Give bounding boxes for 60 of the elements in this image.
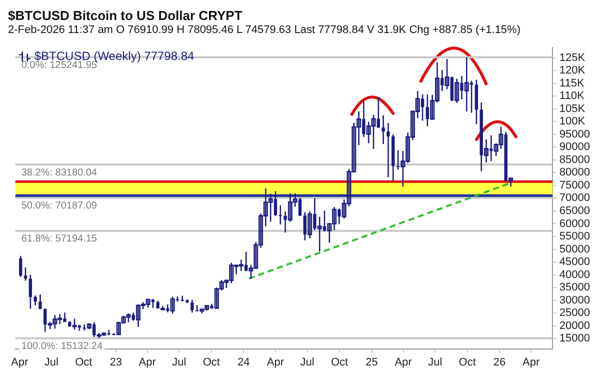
candlestick <box>34 294 37 306</box>
x-tick-label: 25 <box>366 356 378 368</box>
x-tick-label: Oct <box>202 356 220 368</box>
x-tick-label: 24 <box>238 356 250 368</box>
y-tick-label: 105K <box>559 102 586 115</box>
candlestick <box>464 56 469 112</box>
candlestick <box>386 122 390 178</box>
ref-line-label: 38.2%: 83180.04 <box>21 167 98 178</box>
y-tick-label: 115K <box>559 77 585 90</box>
y-tick-label: 70000 <box>559 192 590 204</box>
x-tick-label: Apr <box>394 356 412 368</box>
candlestick <box>24 266 28 282</box>
ref-line-label: 50.0%: 70187.09 <box>21 200 98 212</box>
x-tick-label: 23 <box>110 356 122 368</box>
x-tick-label: Oct <box>330 356 348 368</box>
x-tick-label: Jul <box>428 356 442 368</box>
y-tick-label: 55000 <box>559 230 590 243</box>
y-tick-label: 35000 <box>559 282 590 294</box>
y-tick-label: 75000 <box>559 179 590 192</box>
chart-title: $BTCUSD Bitcoin to US Dollar CRYPT <box>8 8 244 24</box>
x-tick-label: Jul <box>172 356 186 368</box>
ref-line-label: 61.8%: 57194.15 <box>21 234 98 245</box>
ref-line-label: 100.0%: 15132.24 <box>21 341 103 352</box>
y-tick-label: 15000 <box>559 332 590 345</box>
y-tick-label: 80000 <box>559 166 590 179</box>
candlestick <box>38 294 42 310</box>
candlestick <box>278 204 282 226</box>
y-tick-label: 50000 <box>559 243 590 256</box>
candlestick <box>317 216 322 252</box>
candlestick <box>454 78 460 104</box>
candlestick <box>382 114 385 145</box>
x-tick-label: Jul <box>44 356 58 368</box>
y-tick-label: 60000 <box>559 218 590 230</box>
chart-subtitle: 2-Feb-2026 11:37 am O 76910.99 H 78095.46 L 74579.63 Last 77798.84 V 31.9K Chg +887.85 (+1.15%) <box>8 24 522 38</box>
x-tick-label: Apr <box>522 356 540 368</box>
x-tick-label: Jul <box>300 356 314 368</box>
candlestick <box>308 210 312 239</box>
y-tick-label: 95000 <box>559 128 590 140</box>
y-tick-label: 100K <box>559 116 586 128</box>
x-tick-label: Apr <box>266 356 284 368</box>
y-tick-label: 125K <box>559 52 586 64</box>
y-tick-label: 20000 <box>559 320 590 332</box>
x-tick-label: Apr <box>10 356 28 368</box>
x-tick-label: 26 <box>493 356 506 368</box>
y-tick-label: 65000 <box>559 204 590 217</box>
y-tick-label: 30000 <box>559 294 590 306</box>
x-tick-label: Apr <box>138 356 156 368</box>
y-tick-label: 40000 <box>559 268 590 281</box>
x-tick-label: Oct <box>458 356 476 368</box>
y-tick-label: 85000 <box>559 154 590 166</box>
y-tick-label: 120K <box>559 64 586 77</box>
candlestick <box>190 299 194 314</box>
candlestick <box>28 274 32 310</box>
candlestick <box>19 255 22 278</box>
y-tick-label: 25000 <box>559 307 590 320</box>
y-tick-label: 110K <box>559 90 585 102</box>
y-tick-label: 45000 <box>559 256 590 268</box>
x-tick-label: Oct <box>75 356 92 368</box>
candlestick <box>170 296 175 314</box>
y-tick-label: 90000 <box>559 141 590 154</box>
